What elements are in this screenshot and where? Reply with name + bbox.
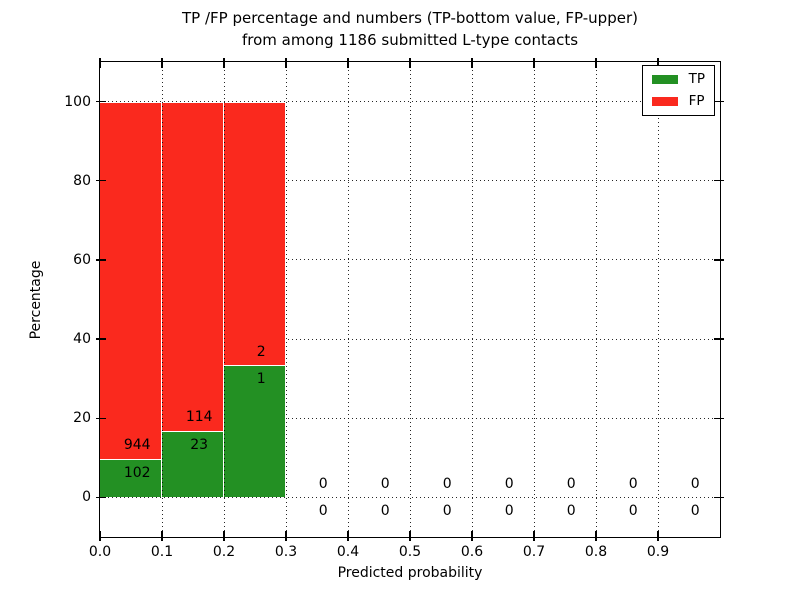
x-gridline [595,62,597,537]
x-tick-mark-top [161,58,163,68]
y-tick-label: 20 [73,410,91,427]
x-tick-label: 0.0 [88,544,112,560]
tp-color-swatch [651,75,678,84]
x-axis-label: Predicted probability [337,565,483,581]
x-tick-label: 0.2 [212,544,236,560]
chart-title-line2: from among 1186 submitted L-type contact… [241,31,579,49]
chart-title-line1: TP /FP percentage and numbers (TP-bottom… [182,9,638,27]
x-gridline [285,62,287,537]
fp-count-label: 0 [442,475,452,492]
tp-count-label: 0 [504,503,514,520]
x-tick-mark [161,531,163,541]
fp-count-label: 944 [123,436,151,453]
y-tick-label: 60 [73,251,91,268]
fp-count-label: 0 [628,475,638,492]
y-tick-mark [96,338,106,340]
y-tick-mark-right [714,417,724,419]
x-tick-label: 0.9 [646,544,670,560]
y-tick-mark-right [714,259,724,261]
x-tick-mark [657,531,659,541]
x-gridline [471,62,473,537]
fp-count-label: 0 [690,475,700,492]
fp-count-label: 2 [256,343,266,360]
x-tick-mark-top [657,58,659,68]
y-tick-label: 100 [64,93,91,110]
x-tick-label: 0.3 [274,544,298,560]
tp-count-label: 1 [256,371,266,388]
tp-count-label: 0 [628,503,638,520]
chart-title: TP /FP percentage and numbers (TP-bottom… [100,7,720,51]
x-gridline [533,62,535,537]
x-tick-label: 0.5 [398,544,422,560]
x-tick-mark-top [223,58,225,68]
fp-count-label: 0 [566,475,576,492]
tp-count-label: 0 [566,503,576,520]
y-tick-mark-right [714,496,724,499]
y-tick-mark-right [714,180,724,182]
x-gridline [409,62,411,537]
x-tick-label: 0.1 [150,544,174,560]
x-tick-mark-top [285,58,287,68]
x-tick-label: 0.8 [584,544,608,560]
y-axis-label: Percentage [28,260,44,340]
y-tick-mark-right [714,100,724,103]
x-tick-label: 0.4 [336,544,360,560]
bar-segment-fp [100,101,162,459]
x-tick-mark-top [595,58,597,68]
bar-segment-tp [162,430,224,498]
tp-count-label: 0 [318,503,328,520]
x-gridline [161,62,163,537]
fp-count-label: 0 [504,475,514,492]
tp-count-label: 0 [442,503,452,520]
x-tick-mark [471,531,473,541]
legend-label-tp: TP [688,71,705,87]
bar-segment-fp [162,101,224,431]
y-tick-label: 0 [82,489,91,506]
x-tick-mark [347,531,349,541]
y-tick-mark [96,180,106,182]
x-tick-mark [409,531,411,541]
y-tick-mark [96,259,106,261]
x-tick-mark [533,531,535,541]
x-tick-mark-top [347,58,349,68]
bar-segment-tp [100,458,162,498]
x-tick-mark [99,531,101,541]
fp-count-label: 114 [185,409,213,426]
legend-label-fp: FP [688,93,705,109]
tp-count-label: 0 [380,503,390,520]
x-gridline [657,62,659,537]
x-tick-label: 0.7 [522,544,546,560]
bar-segment-tp [224,365,286,498]
x-tick-mark [595,531,597,541]
x-gridline [347,62,349,537]
x-gridline [223,62,225,537]
y-tick-label: 40 [73,331,91,348]
x-tick-mark-top [409,58,411,68]
y-tick-mark-right [714,338,724,340]
y-tick-mark [96,496,106,499]
y-tick-label: 80 [73,172,91,189]
tp-count-label: 23 [190,436,209,453]
legend-item-fp: FP [651,93,705,109]
tp-count-label: 0 [690,503,700,520]
tp-count-label: 102 [123,464,151,481]
fp-count-label: 0 [380,475,390,492]
x-tick-mark [223,531,225,541]
fp-color-swatch [651,97,678,106]
fp-count-label: 0 [318,475,328,492]
legend: TP FP [641,65,715,116]
x-tick-mark-top [533,58,535,68]
x-tick-mark [285,531,287,541]
y-tick-mark [96,100,106,103]
plot-area: TP FP 0 20 40 60 80 100 0.0 0.1 0.2 0.3 0.4 0.5 0.6 0… [64,58,724,560]
legend-item-tp: TP [651,71,705,87]
bar-segment-fp [224,101,286,366]
x-tick-label: 0.6 [460,544,484,560]
x-tick-mark-top [471,58,473,68]
y-tick-mark [96,417,106,419]
x-tick-mark-top [99,58,101,68]
